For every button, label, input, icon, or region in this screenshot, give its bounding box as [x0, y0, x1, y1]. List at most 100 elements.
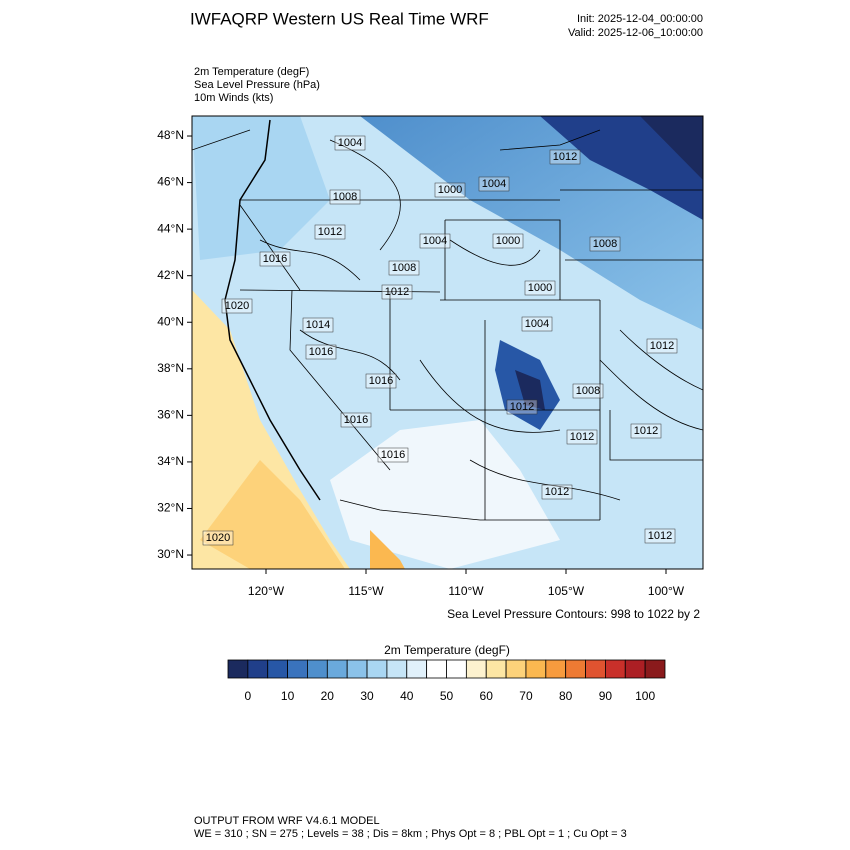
contour-label-box: [259, 251, 291, 267]
colorbar-box: [307, 659, 328, 679]
contour-label: 1016: [369, 375, 393, 387]
contour-label: 1008: [593, 238, 617, 250]
contour-label-box: [314, 224, 346, 240]
contour-label-box: [572, 383, 604, 399]
colorbar-tick-label: 20: [321, 689, 335, 703]
contour-label-box: [221, 298, 253, 314]
colorbar-box: [326, 659, 348, 679]
contour-label-box: [334, 135, 366, 151]
contour-label: 1016: [344, 414, 368, 426]
contour-label-box: [549, 149, 581, 165]
colorbar-box: [624, 659, 646, 679]
contour-label: 1012: [634, 425, 658, 437]
colorbar-box: [227, 659, 249, 679]
contour-label: 1014: [306, 319, 330, 331]
colorbar-box: [565, 659, 586, 679]
colorbar-box: [366, 659, 388, 679]
contour-label-box: [492, 233, 524, 249]
init-time: Init: 2025-12-04_00:00:00: [577, 13, 703, 25]
contour-label: 1000: [528, 282, 552, 294]
contour-label: 1012: [385, 286, 409, 298]
lon-label: 120°W: [248, 584, 285, 598]
contour-label: 1004: [482, 178, 506, 190]
footer: OUTPUT FROM WRF V4.6.1 MODEL: [194, 815, 380, 827]
lon-label: 100°W: [648, 584, 685, 598]
contour-label-box: [329, 189, 361, 205]
contour-label: 1016: [309, 346, 333, 358]
lat-label: 38°N: [157, 361, 184, 375]
colorbar-tick-label: 0: [245, 689, 252, 703]
title: IWFAQRP Western US Real Time WRF: [190, 9, 489, 28]
colorbar-tick-label: 40: [400, 689, 414, 703]
colorbar-box: [525, 659, 547, 679]
contour-label: 1004: [338, 137, 362, 149]
contour-label-box: [302, 317, 334, 333]
colorbar-box: [644, 659, 666, 679]
colorbar-tick-label: 60: [480, 689, 494, 703]
contour-label: 1012: [510, 401, 534, 413]
contour-label-box: [388, 260, 420, 276]
colorbar-box: [247, 659, 269, 679]
lat-label: 44°N: [157, 221, 184, 235]
colorbar-box: [267, 659, 288, 679]
colorbar-box: [406, 659, 428, 679]
contour-label: 1008: [333, 191, 357, 203]
colorbar-tick-label: 50: [440, 689, 454, 703]
lat-label: 36°N: [157, 408, 184, 422]
map-field: [192, 116, 703, 569]
contour-label: 1008: [576, 385, 600, 397]
colorbar-box: [426, 659, 447, 679]
colorbar-title: 2m Temperature (degF): [384, 643, 510, 657]
colorbar-tick-label: 30: [360, 689, 374, 703]
contour-label-box: [419, 233, 451, 249]
contour-label-box: [506, 399, 538, 415]
contour-label: 1016: [263, 253, 287, 265]
lat-label: 48°N: [157, 128, 184, 142]
contour-label-box: [541, 484, 573, 500]
lat-label: 32°N: [157, 501, 184, 515]
contour-label: 1012: [318, 226, 342, 238]
contour-label: 1008: [392, 262, 416, 274]
lat-label: 40°N: [157, 314, 184, 328]
map-frame: [191, 115, 704, 570]
contour-label-box: [377, 447, 409, 463]
contour-label: 1004: [423, 235, 447, 247]
contour-label-box: [644, 528, 676, 544]
contour-label: 1000: [496, 235, 520, 247]
colorbar-box: [386, 659, 408, 679]
contour-label-box: [524, 280, 556, 296]
contour-label-box: [434, 182, 466, 198]
contour-note: Sea Level Pressure Contours: 998 to 1022…: [447, 607, 700, 621]
contour-label: 1020: [206, 532, 230, 544]
contour-label: 1000: [438, 184, 462, 196]
lat-label: 46°N: [157, 175, 184, 189]
contour-label: 1012: [545, 486, 569, 498]
valid-time: Valid: 2025-12-06_10:00:00: [568, 27, 703, 39]
lat-label: 34°N: [157, 454, 184, 468]
field-label: Sea Level Pressure (hPa): [194, 79, 320, 91]
colorbar-tick-label: 70: [519, 689, 533, 703]
contour-label: 1012: [650, 340, 674, 352]
lat-label: 30°N: [157, 547, 184, 561]
lon-label: 110°W: [448, 584, 484, 598]
contour-label-box: [630, 423, 662, 439]
colorbar-box: [605, 659, 626, 679]
contour-label-box: [305, 344, 337, 360]
contour-label-box: [365, 373, 397, 389]
field-label: 10m Winds (kts): [194, 92, 273, 104]
colorbar-tick-label: 90: [599, 689, 613, 703]
contour-label-box: [589, 236, 621, 252]
lon-label: 105°W: [548, 584, 585, 598]
contour-label-box: [566, 429, 598, 445]
colorbar-box: [346, 659, 368, 679]
colorbar-box: [465, 659, 487, 679]
colorbar-box: [485, 659, 507, 679]
colorbar-tick-label: 80: [559, 689, 573, 703]
colorbar-tick-label: 10: [281, 689, 295, 703]
contour-label-box: [202, 530, 234, 546]
lon-label: 115°W: [348, 584, 384, 598]
colorbar-box: [505, 659, 527, 679]
contour-label-box: [340, 412, 372, 428]
contour-label-box: [478, 176, 510, 192]
